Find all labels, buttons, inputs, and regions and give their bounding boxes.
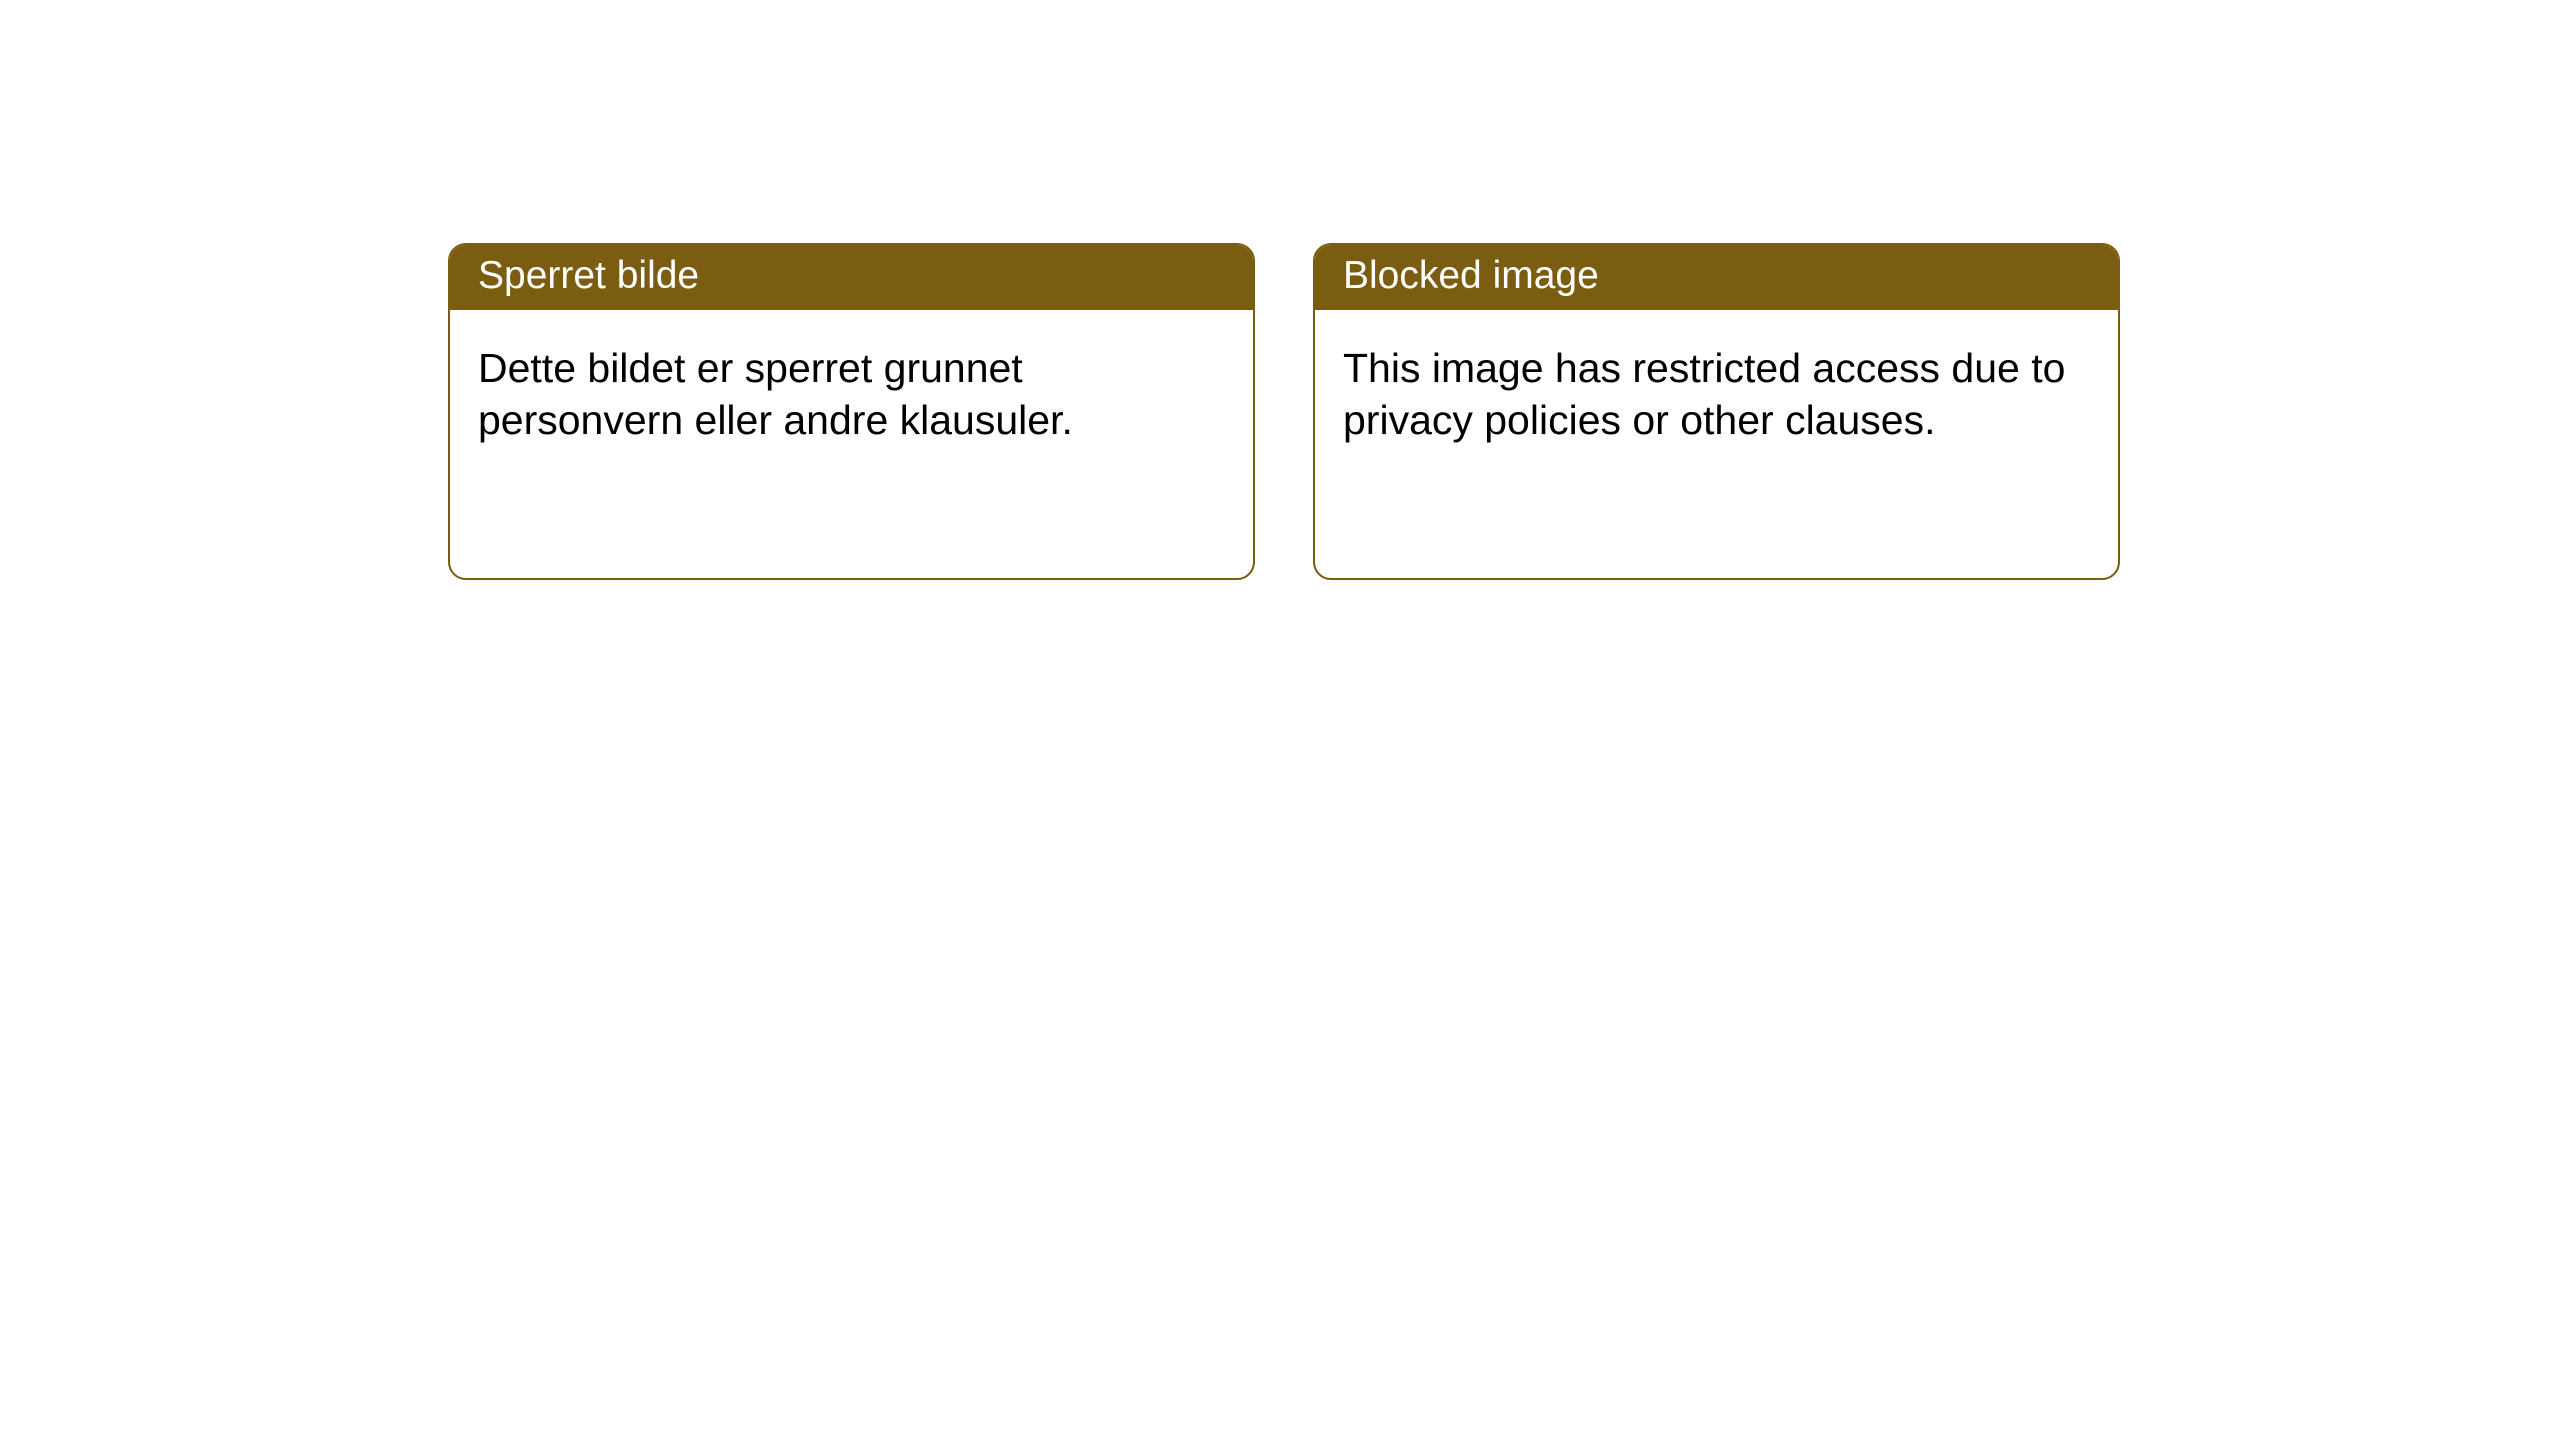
card-title: Blocked image <box>1315 245 2118 310</box>
notice-card-english: Blocked image This image has restricted … <box>1313 243 2120 580</box>
card-title: Sperret bilde <box>450 245 1253 310</box>
card-body-text: Dette bildet er sperret grunnet personve… <box>450 310 1253 479</box>
card-body-text: This image has restricted access due to … <box>1315 310 2118 479</box>
notice-container: Sperret bilde Dette bildet er sperret gr… <box>0 0 2560 580</box>
notice-card-norwegian: Sperret bilde Dette bildet er sperret gr… <box>448 243 1255 580</box>
